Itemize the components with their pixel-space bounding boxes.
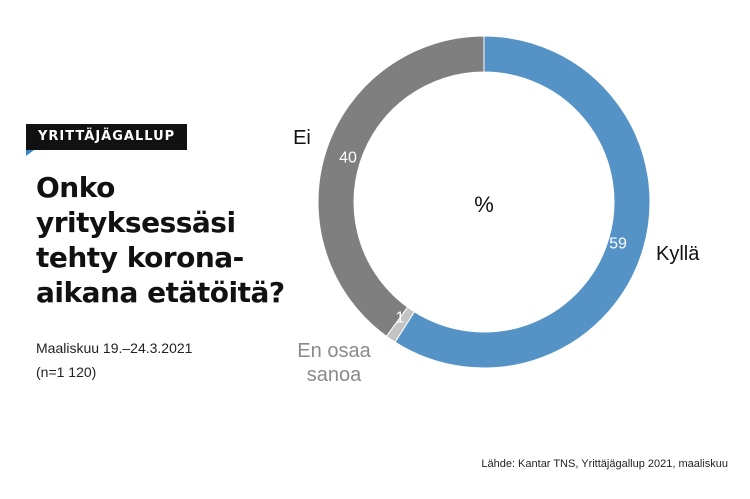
sample-size: (n=1 120) <box>36 364 97 380</box>
category-label-en-osaa-sanoa: En osaa sanoa <box>297 340 371 386</box>
question-line: tehty korona- <box>36 241 244 274</box>
value-label-kylla: 59 <box>609 236 627 253</box>
slice-kylla <box>394 35 651 369</box>
question-title: Onko yrityksessäsi tehty korona- aikana … <box>36 170 286 310</box>
donut-slices <box>317 35 651 369</box>
survey-period: Maaliskuu 19.–24.3.2021 <box>36 340 193 356</box>
category-label-ei: Ei <box>293 127 311 149</box>
unit-label: % <box>474 192 494 217</box>
category-label-kylla: Kyllä <box>656 243 700 265</box>
slice-ei <box>317 35 485 337</box>
donut-labels: 59 Kyllä 1 En osaa sanoa 40 Ei <box>293 127 700 386</box>
source-note: Lähde: Kantar TNS, Yrittäjägallup 2021, … <box>481 458 728 470</box>
badge-accent-tab <box>26 150 34 156</box>
question-line: aikana etätöitä? <box>36 276 285 309</box>
value-label-en-osaa-sanoa: 1 <box>396 310 405 327</box>
value-label-ei: 40 <box>339 150 357 167</box>
survey-badge: YRITTÄJÄGALLUP <box>26 124 188 150</box>
question-line: yrityksessäsi <box>36 206 236 239</box>
question-line: Onko <box>36 171 115 204</box>
